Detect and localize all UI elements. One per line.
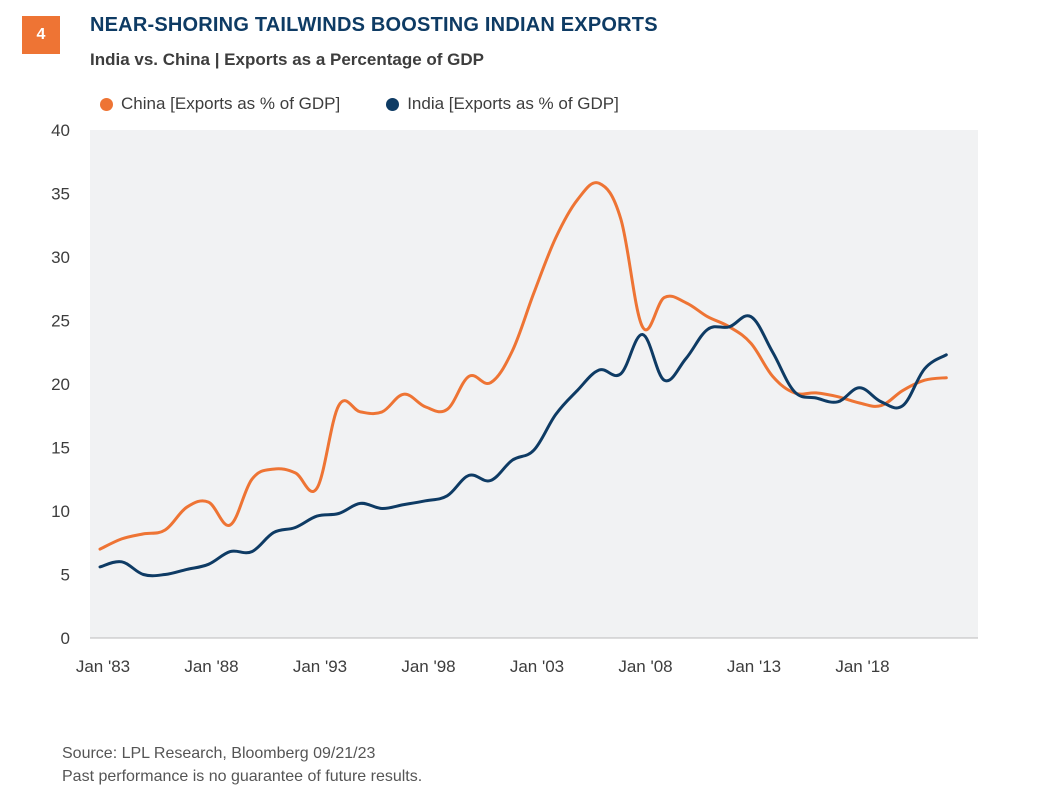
- chart-legend: China [Exports as % of GDP] India [Expor…: [100, 94, 619, 114]
- chart-number-badge: 4: [22, 16, 60, 54]
- legend-item-india: India [Exports as % of GDP]: [386, 94, 619, 114]
- chart-subtitle: India vs. China | Exports as a Percentag…: [90, 50, 484, 69]
- source-text: Source: LPL Research, Bloomberg 09/21/23: [62, 745, 376, 762]
- chart-title: NEAR-SHORING TAILWINDS BOOSTING INDIAN E…: [90, 14, 658, 36]
- plot-area: [90, 130, 978, 638]
- y-tick-label: 0: [61, 629, 70, 648]
- legend-label-china: China [Exports as % of GDP]: [121, 94, 341, 113]
- y-tick-label: 10: [51, 502, 70, 521]
- x-tick-label: Jan '18: [835, 657, 889, 676]
- y-tick-label: 20: [51, 375, 70, 394]
- source-note: Source: LPL Research, Bloomberg 09/21/23…: [62, 742, 422, 788]
- x-tick-label: Jan '03: [510, 657, 564, 676]
- y-tick-label: 40: [51, 121, 70, 140]
- china-series-line: [98, 181, 948, 551]
- india-series-line: [98, 314, 948, 578]
- x-tick-label: Jan '93: [293, 657, 347, 676]
- x-tick-label: Jan '98: [401, 657, 455, 676]
- y-tick-label: 5: [61, 566, 70, 585]
- x-tick-label: Jan '08: [618, 657, 672, 676]
- x-tick-label: Jan '83: [76, 657, 130, 676]
- y-tick-label: 15: [51, 439, 70, 458]
- y-tick-label: 30: [51, 248, 70, 267]
- y-tick-label: 25: [51, 312, 70, 331]
- x-tick-label: Jan '88: [184, 657, 238, 676]
- india-legend-dot-icon: [386, 97, 400, 111]
- x-tick-label: Jan '13: [727, 657, 781, 676]
- y-tick-label: 35: [51, 185, 70, 204]
- disclaimer-text: Past performance is no guarantee of futu…: [62, 768, 423, 785]
- legend-item-china: China [Exports as % of GDP]: [100, 94, 340, 114]
- legend-label-india: India [Exports as % of GDP]: [407, 94, 619, 113]
- china-legend-dot-icon: [100, 97, 113, 111]
